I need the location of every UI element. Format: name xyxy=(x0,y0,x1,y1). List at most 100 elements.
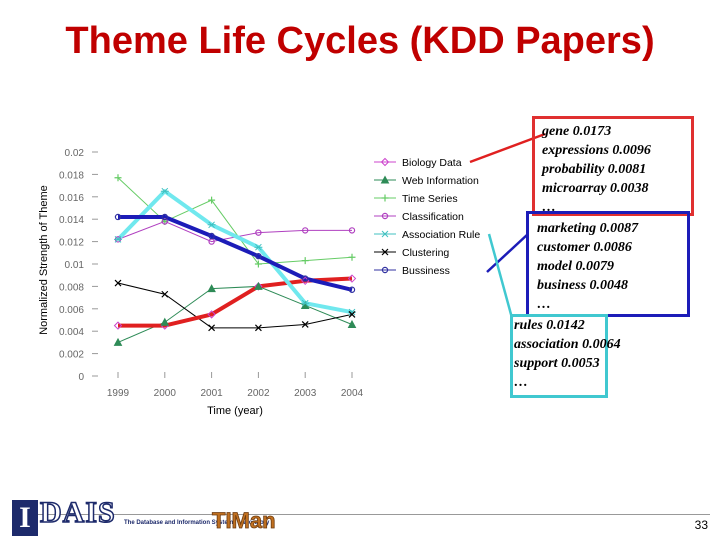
data-point xyxy=(254,281,263,290)
topic-word: support 0.0053 xyxy=(514,356,600,371)
legend-label: Classification xyxy=(402,211,464,223)
legend-label: Clustering xyxy=(402,247,449,259)
timan-logo: TIMan xyxy=(212,508,276,534)
business-topic-box xyxy=(526,211,690,317)
data-point xyxy=(114,279,122,287)
data-point xyxy=(347,274,357,283)
business-connector xyxy=(486,233,529,273)
biology-topic-box xyxy=(532,116,694,216)
topic-word: association 0.0064 xyxy=(514,337,621,352)
x-axis-label: Time (year) xyxy=(207,405,263,417)
topic-word: rules 0.0142 xyxy=(514,318,585,333)
y-tick-label: 0.02 xyxy=(65,148,85,159)
x-tick-label: 2003 xyxy=(294,388,317,399)
data-point xyxy=(208,324,216,332)
y-tick-label: 0.016 xyxy=(59,193,84,204)
legend-marker xyxy=(380,157,390,167)
page-number: 33 xyxy=(694,518,708,532)
y-tick-label: 0.008 xyxy=(59,282,84,293)
data-point xyxy=(301,321,309,328)
legend-label: Association Rule xyxy=(402,229,480,241)
data-point xyxy=(208,232,215,240)
y-tick-label: 0.002 xyxy=(59,350,84,361)
topic-word: … xyxy=(514,375,528,390)
topic-word: probability 0.0081 xyxy=(542,162,647,177)
x-tick-label: 2001 xyxy=(200,388,223,399)
topic-word: expressions 0.0096 xyxy=(542,143,651,158)
data-point xyxy=(207,221,216,229)
data-point xyxy=(348,286,356,293)
data-point xyxy=(114,174,122,182)
data-point xyxy=(302,275,309,282)
y-tick-label: 0 xyxy=(78,372,84,383)
slide-title: Theme Life Cycles (KDD Papers) xyxy=(65,20,655,62)
x-tick-label: 2000 xyxy=(154,388,177,399)
legend-label: Time Series xyxy=(402,193,458,205)
legend-label: Bussiness xyxy=(402,265,450,277)
topic-word: business 0.0048 xyxy=(537,278,629,293)
data-point xyxy=(254,324,262,332)
data-point xyxy=(347,319,357,328)
data-point xyxy=(207,284,216,293)
topic-word: marketing 0.0087 xyxy=(537,221,639,236)
data-point xyxy=(114,236,122,243)
legend-marker xyxy=(381,194,389,202)
legend-marker xyxy=(381,248,389,256)
y-tick-label: 0.004 xyxy=(59,327,84,338)
data-point xyxy=(113,321,123,330)
lab-name: The Database and Information Systems Lab… xyxy=(124,520,270,526)
data-point xyxy=(160,317,170,326)
biology-topic-words: gene 0.0173 expressions 0.0096 probabili… xyxy=(542,122,651,217)
y-axis-label: Normalized Strength of Theme xyxy=(38,185,50,335)
series-highlight-line xyxy=(118,214,353,292)
y-tick-label: 0.014 xyxy=(59,215,84,226)
legend-marker xyxy=(381,266,389,274)
y-tick-label: 0.01 xyxy=(65,260,85,271)
data-point xyxy=(348,253,356,261)
association-connector xyxy=(487,233,514,319)
topic-word: model 0.0079 xyxy=(537,259,614,274)
footer-divider xyxy=(30,514,710,515)
business-topic-words: marketing 0.0087 customer 0.0086 model 0… xyxy=(537,219,638,314)
data-point xyxy=(207,310,216,319)
series-line xyxy=(117,190,353,313)
data-point xyxy=(301,299,310,307)
y-tick-label: 0.012 xyxy=(59,238,84,249)
data-point xyxy=(161,218,168,225)
series-highlight-line xyxy=(118,276,353,328)
association-topic-words: rules 0.0142 association 0.0064 support … xyxy=(514,316,621,392)
data-point xyxy=(348,227,356,234)
x-tick-label: 1999 xyxy=(107,388,130,399)
series-line xyxy=(117,177,353,265)
data-point xyxy=(301,257,309,265)
series-highlight-line xyxy=(116,189,353,315)
legend-marker xyxy=(381,212,389,220)
dais-logo: DAIS xyxy=(39,495,116,530)
topic-word: gene 0.0173 xyxy=(542,124,612,139)
y-tick-label: 0.018 xyxy=(59,170,84,181)
data-point xyxy=(302,227,309,234)
association-topic-box xyxy=(510,314,608,398)
data-point xyxy=(114,213,122,221)
data-point xyxy=(255,229,262,236)
legend-marker xyxy=(381,230,389,238)
data-point xyxy=(208,196,216,204)
data-point xyxy=(254,243,263,251)
legend-label: Biology Data xyxy=(402,157,462,169)
x-tick-label: 2004 xyxy=(341,388,364,399)
data-point xyxy=(348,310,356,318)
data-point xyxy=(254,260,262,268)
series-line xyxy=(117,285,353,343)
topic-word: customer 0.0086 xyxy=(537,240,632,255)
y-tick-label: 0.006 xyxy=(59,305,84,316)
topic-word: microarray 0.0038 xyxy=(542,181,649,196)
legend-label: Web Information xyxy=(402,175,479,187)
topic-word: … xyxy=(542,200,556,215)
topic-word: … xyxy=(537,297,551,312)
data-point xyxy=(161,290,169,298)
data-point xyxy=(160,187,169,195)
data-point xyxy=(255,252,262,260)
data-point xyxy=(113,337,123,346)
legend-marker xyxy=(380,175,390,184)
